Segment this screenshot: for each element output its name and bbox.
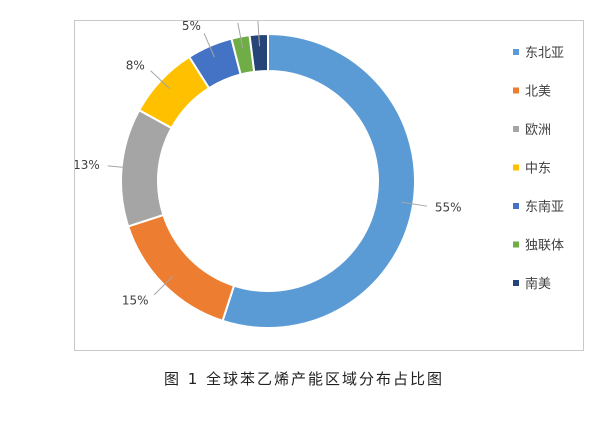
leader-line-6 [237,22,244,49]
legend-swatch-5 [513,203,519,209]
leader-line-1 [401,201,428,207]
slice-label-2: 15% [122,294,149,308]
legend-label-1: 东北亚 [525,46,564,61]
legend-swatch-3 [513,126,519,132]
leader-line-7 [257,21,261,47]
leader-line-2 [153,276,173,296]
slice-label-1: 55% [435,200,462,214]
legend-swatch-4 [513,164,519,171]
legend-swatch-7 [513,280,519,286]
donut-slice-1 [221,32,416,329]
slice-label-5: 5% [182,21,201,33]
legend-label-7: 南美 [525,276,551,292]
leader-line-4 [150,70,170,89]
leader-line-5 [203,33,215,58]
label-leader-lines [107,21,428,296]
slice-label-4: 8% [126,58,145,72]
legend-label-2: 北美 [525,85,551,100]
leader-line-3 [107,165,134,169]
donut-slice-7 [248,32,269,73]
donut-slices [120,32,416,329]
legend-label-4: 中东 [525,162,551,177]
legend-swatch-1 [513,49,519,55]
slice-label-3: 13% [75,158,100,172]
slice-label-6: 2% [217,21,236,22]
legend-swatch-2 [513,87,519,94]
legend-label-3: 欧洲 [525,123,551,138]
slice-labels: 55%15%13%8%5%2%2% [75,21,462,308]
legend-swatch-6 [513,241,519,248]
legend-label-6: 独联体 [525,239,564,254]
legend-label-5: 东南亚 [525,199,564,215]
figure-caption: 图 1 全球苯乙烯产能区域分布占比图 [163,370,445,388]
